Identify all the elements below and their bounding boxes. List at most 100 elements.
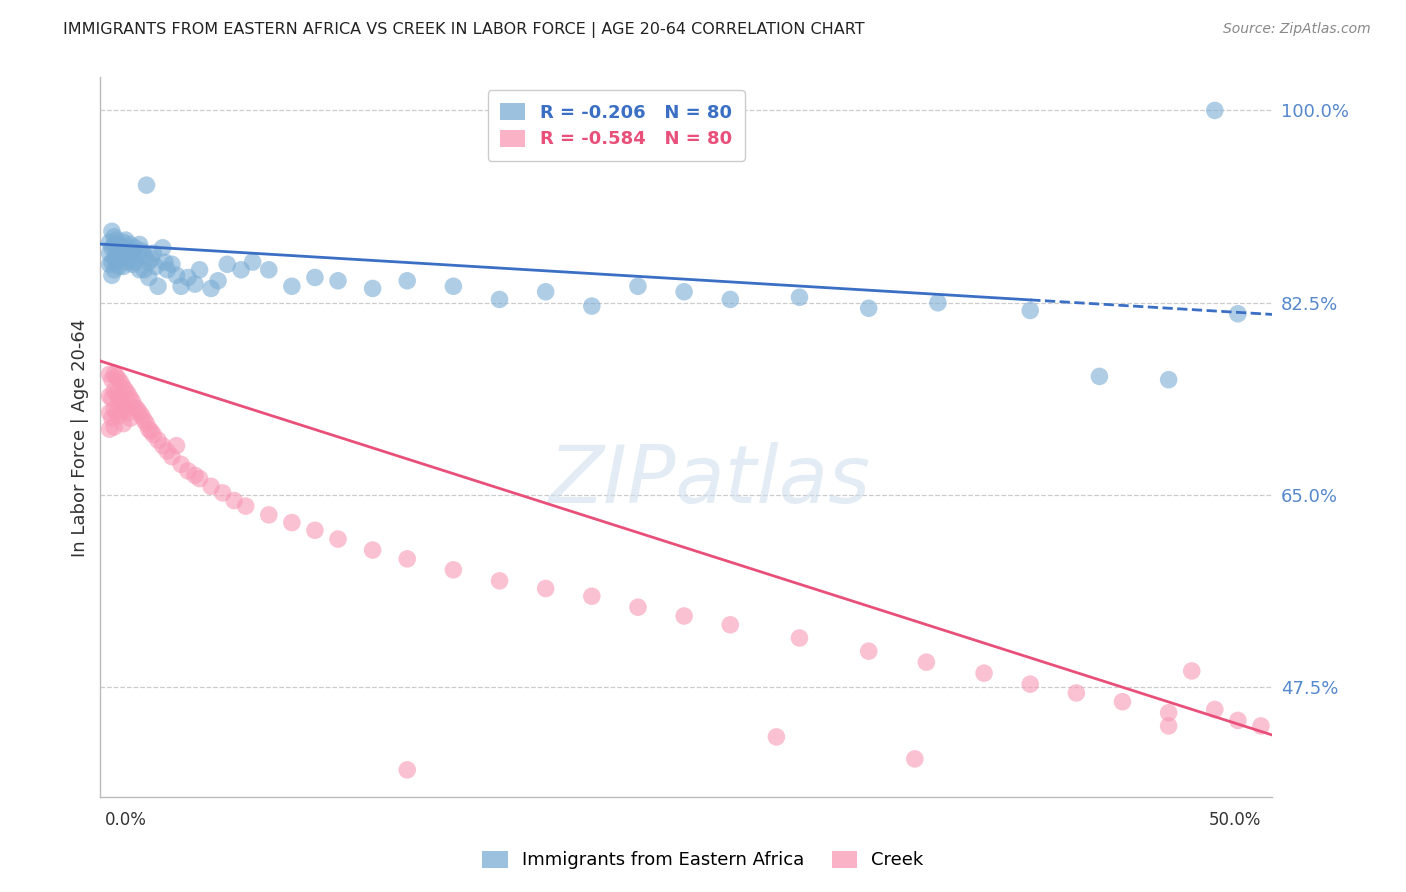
Point <box>673 285 696 299</box>
Point <box>281 516 304 530</box>
Text: ZIPatlas: ZIPatlas <box>548 442 870 520</box>
Point <box>134 413 156 427</box>
Point <box>627 279 650 293</box>
Point <box>1111 695 1133 709</box>
Point <box>108 260 131 274</box>
Point <box>1157 719 1180 733</box>
Point <box>396 763 419 777</box>
Point <box>121 257 143 271</box>
Point <box>108 237 131 252</box>
Point <box>1066 686 1088 700</box>
Point <box>488 293 510 307</box>
Point <box>103 368 125 382</box>
Point <box>117 255 139 269</box>
Point <box>117 406 139 420</box>
Point <box>112 400 135 414</box>
Point <box>101 392 124 406</box>
Point <box>789 631 811 645</box>
Point <box>105 387 128 401</box>
Point <box>114 248 136 262</box>
Point <box>108 409 131 423</box>
Point <box>973 666 995 681</box>
Point <box>135 178 157 193</box>
Point <box>1181 664 1204 678</box>
Point <box>103 229 125 244</box>
Point <box>235 499 257 513</box>
Point <box>112 260 135 274</box>
Point <box>105 406 128 420</box>
Point <box>184 468 207 483</box>
Point <box>361 543 384 558</box>
Point <box>98 235 121 250</box>
Point <box>915 655 938 669</box>
Point <box>121 244 143 259</box>
Point <box>101 411 124 425</box>
Text: 50.0%: 50.0% <box>1209 811 1261 829</box>
Point <box>718 293 741 307</box>
Point <box>101 373 124 387</box>
Point <box>117 241 139 255</box>
Point <box>98 389 121 403</box>
Point <box>207 274 229 288</box>
Point <box>128 237 150 252</box>
Point <box>101 224 124 238</box>
Point <box>124 241 146 255</box>
Point <box>257 262 280 277</box>
Point <box>112 235 135 250</box>
Point <box>211 486 233 500</box>
Text: 0.0%: 0.0% <box>105 811 146 829</box>
Point <box>114 384 136 398</box>
Point <box>224 493 246 508</box>
Point <box>156 262 179 277</box>
Point <box>488 574 510 588</box>
Point <box>114 402 136 417</box>
Point <box>142 246 165 260</box>
Point <box>188 472 211 486</box>
Point <box>166 439 188 453</box>
Point <box>718 617 741 632</box>
Point <box>108 392 131 406</box>
Point <box>138 255 160 269</box>
Point <box>128 262 150 277</box>
Point <box>534 582 557 596</box>
Point <box>1088 369 1111 384</box>
Point <box>1204 702 1226 716</box>
Point <box>98 422 121 436</box>
Text: Source: ZipAtlas.com: Source: ZipAtlas.com <box>1223 22 1371 37</box>
Point <box>131 244 153 259</box>
Point <box>1226 714 1249 728</box>
Point <box>1157 706 1180 720</box>
Point <box>127 402 149 417</box>
Point <box>127 246 149 260</box>
Legend: Immigrants from Eastern Africa, Creek: Immigrants from Eastern Africa, Creek <box>474 842 932 879</box>
Point <box>112 246 135 260</box>
Point <box>105 244 128 259</box>
Point <box>1019 677 1042 691</box>
Point <box>257 508 280 522</box>
Point <box>160 450 183 464</box>
Point <box>858 644 880 658</box>
Point <box>110 376 132 390</box>
Point <box>101 255 124 269</box>
Point <box>441 563 464 577</box>
Point <box>110 241 132 255</box>
Point <box>103 420 125 434</box>
Point <box>304 270 326 285</box>
Point <box>103 237 125 252</box>
Point <box>101 241 124 255</box>
Point <box>114 233 136 247</box>
Point <box>789 290 811 304</box>
Point <box>103 262 125 277</box>
Point <box>927 295 949 310</box>
Point <box>124 255 146 269</box>
Point <box>153 255 176 269</box>
Point <box>134 248 156 262</box>
Point <box>142 427 165 442</box>
Point <box>103 252 125 266</box>
Point <box>98 246 121 260</box>
Point <box>105 233 128 247</box>
Point <box>1250 719 1272 733</box>
Point <box>128 406 150 420</box>
Point <box>120 392 142 406</box>
Point <box>121 394 143 409</box>
